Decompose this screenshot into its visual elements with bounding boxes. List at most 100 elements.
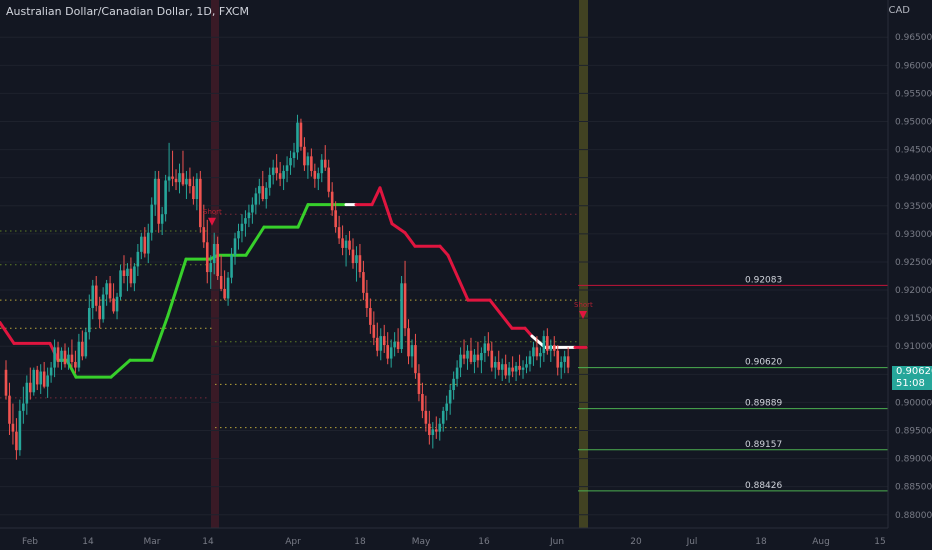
- candle-body: [382, 336, 386, 346]
- candle-body: [160, 214, 164, 224]
- candle-body: [410, 345, 414, 357]
- candle-body: [556, 350, 560, 368]
- trail-segment: [109, 358, 132, 379]
- candle-body: [271, 167, 275, 175]
- time-tick-label: 20: [630, 537, 642, 547]
- target-level-label: 0.88426: [745, 481, 782, 491]
- candle-body: [74, 361, 77, 368]
- candle-body: [566, 356, 570, 368]
- price-tick-label: 0.96000: [895, 61, 932, 71]
- trail-segment: [446, 253, 470, 302]
- last-price-tag: 0.90620 51:08: [892, 366, 932, 390]
- candle-body: [105, 283, 108, 295]
- candle-body: [181, 173, 185, 185]
- candle-body: [348, 240, 351, 250]
- target-level-label: 0.89889: [745, 399, 782, 409]
- price-tick-label: 0.95500: [895, 89, 932, 99]
- target-level-label: 0.92083: [745, 275, 782, 285]
- price-tick-label: 0.91500: [895, 314, 932, 324]
- candle-body: [417, 373, 421, 394]
- candle-body: [528, 356, 532, 365]
- candle-body: [355, 255, 358, 264]
- price-tick-label: 0.88000: [895, 511, 932, 521]
- candle-body: [94, 285, 98, 306]
- price-tick-label: 0.94000: [895, 174, 932, 184]
- candle-body: [140, 236, 143, 252]
- candle-body: [244, 218, 247, 224]
- price-tick-label: 0.91000: [895, 342, 932, 352]
- candle-body: [379, 336, 383, 351]
- candle-body: [434, 429, 438, 432]
- candle-body: [188, 178, 192, 187]
- candle-body: [91, 285, 95, 309]
- price-tick-label: 0.89500: [895, 426, 932, 436]
- time-tick-label: Feb: [22, 537, 38, 547]
- candle-body: [42, 371, 46, 387]
- candle-body: [53, 347, 56, 368]
- candle-body: [60, 350, 63, 362]
- candle-body: [441, 410, 445, 424]
- candle-body: [341, 238, 344, 248]
- candle-body: [320, 159, 324, 174]
- candle-body: [407, 328, 410, 357]
- candle-body: [136, 251, 140, 267]
- short-signal-label: Short: [203, 208, 222, 216]
- candle-body: [70, 354, 74, 362]
- chart-title: Australian Dollar/Canadian Dollar, 1D, F…: [6, 5, 250, 18]
- candle-body: [448, 390, 452, 404]
- candle-body: [393, 341, 396, 348]
- candle-body: [455, 367, 459, 379]
- time-tick-label: Jul: [686, 537, 698, 547]
- candle-body: [369, 308, 372, 325]
- trail-segment: [438, 244, 450, 257]
- bar-countdown: 51:08: [896, 378, 925, 389]
- candle-body: [428, 423, 431, 435]
- candle-body: [251, 204, 254, 213]
- candle-body: [514, 365, 518, 372]
- candle-body: [22, 403, 25, 411]
- candle-body: [247, 212, 251, 219]
- candle-body: [46, 375, 49, 387]
- candle-body: [303, 146, 306, 166]
- short-signal-label: Short: [574, 301, 593, 309]
- candle-body: [386, 345, 389, 359]
- candle-body: [205, 242, 209, 273]
- trailing-stop-line: [0, 186, 588, 379]
- candle-body: [32, 369, 36, 393]
- candle-body: [424, 410, 428, 424]
- price-tick-label: 0.92500: [895, 258, 932, 268]
- candle-body: [278, 173, 282, 179]
- price-axis-background: [888, 0, 932, 550]
- trail-segment: [488, 298, 514, 330]
- short-signal-arrow: [579, 311, 587, 320]
- time-axis-background: [0, 528, 888, 550]
- time-tick-label: 16: [478, 537, 490, 547]
- candle-body: [334, 210, 337, 228]
- candle-body: [362, 272, 365, 293]
- candle-body: [310, 156, 313, 171]
- price-tick-label: 0.92000: [895, 286, 932, 296]
- candle-body: [375, 337, 379, 351]
- price-tick-label: 0.93000: [895, 230, 932, 240]
- candle-body: [296, 122, 299, 153]
- candle-body: [115, 296, 119, 312]
- candle-body: [264, 187, 268, 200]
- short-signal-arrow: [208, 217, 216, 226]
- dotted-levels: [0, 213, 578, 429]
- candle-body: [351, 249, 355, 264]
- candle-body: [372, 324, 376, 338]
- candle-body: [192, 186, 195, 200]
- time-tick-label: May: [412, 537, 431, 547]
- target-levels: 0.92083 0.90620 0.89889 0.89157 0.88426: [578, 275, 888, 492]
- candle-body: [532, 347, 535, 357]
- time-tick-label: 14: [82, 537, 94, 547]
- candle-body: [150, 204, 154, 233]
- price-tick-label: 0.89000: [895, 455, 932, 465]
- candle-body: [171, 176, 174, 179]
- candle-body: [521, 367, 525, 370]
- candle-body: [185, 178, 188, 185]
- candle-body: [8, 395, 11, 424]
- candle-body: [112, 298, 115, 312]
- price-tick-label: 0.90000: [895, 398, 932, 408]
